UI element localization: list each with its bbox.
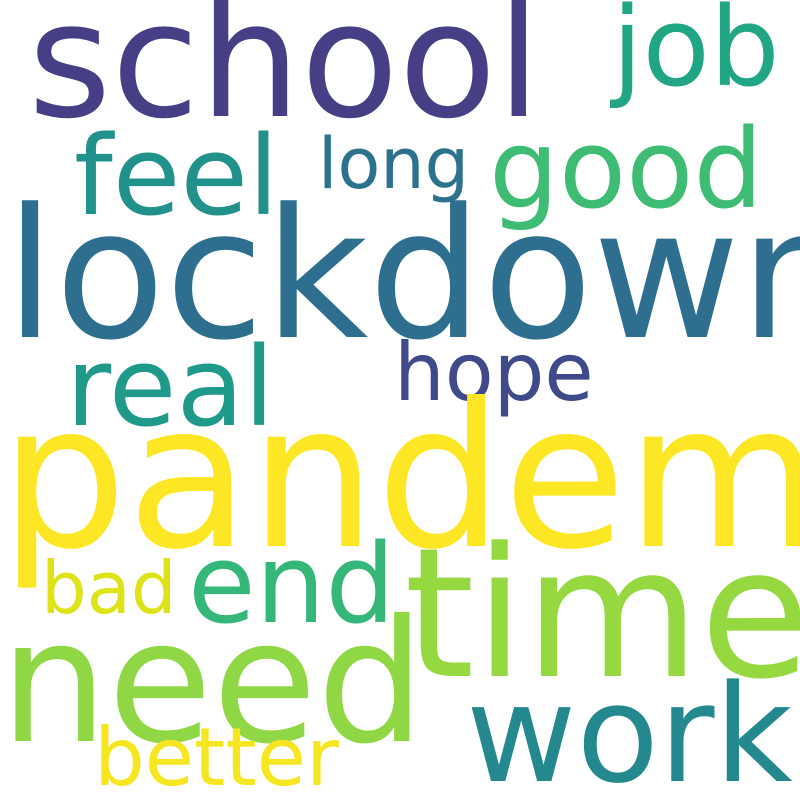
word-lockdown: lockdown	[5, 171, 800, 380]
word-feel: feel	[74, 112, 279, 240]
word-better: better	[94, 711, 339, 800]
word-need: need	[0, 584, 425, 782]
word-job: job	[612, 0, 780, 111]
word-pandemic: pandemic	[0, 361, 800, 594]
word-good: good	[489, 105, 764, 233]
word-long: long	[318, 123, 470, 205]
word-time: time	[404, 510, 800, 719]
word-work: work	[466, 656, 793, 800]
word-real: real	[66, 323, 275, 451]
word-hope: hope	[394, 326, 594, 419]
word-school: school	[28, 0, 541, 154]
word-end: end	[188, 520, 396, 648]
word-bad: bad	[41, 546, 177, 630]
